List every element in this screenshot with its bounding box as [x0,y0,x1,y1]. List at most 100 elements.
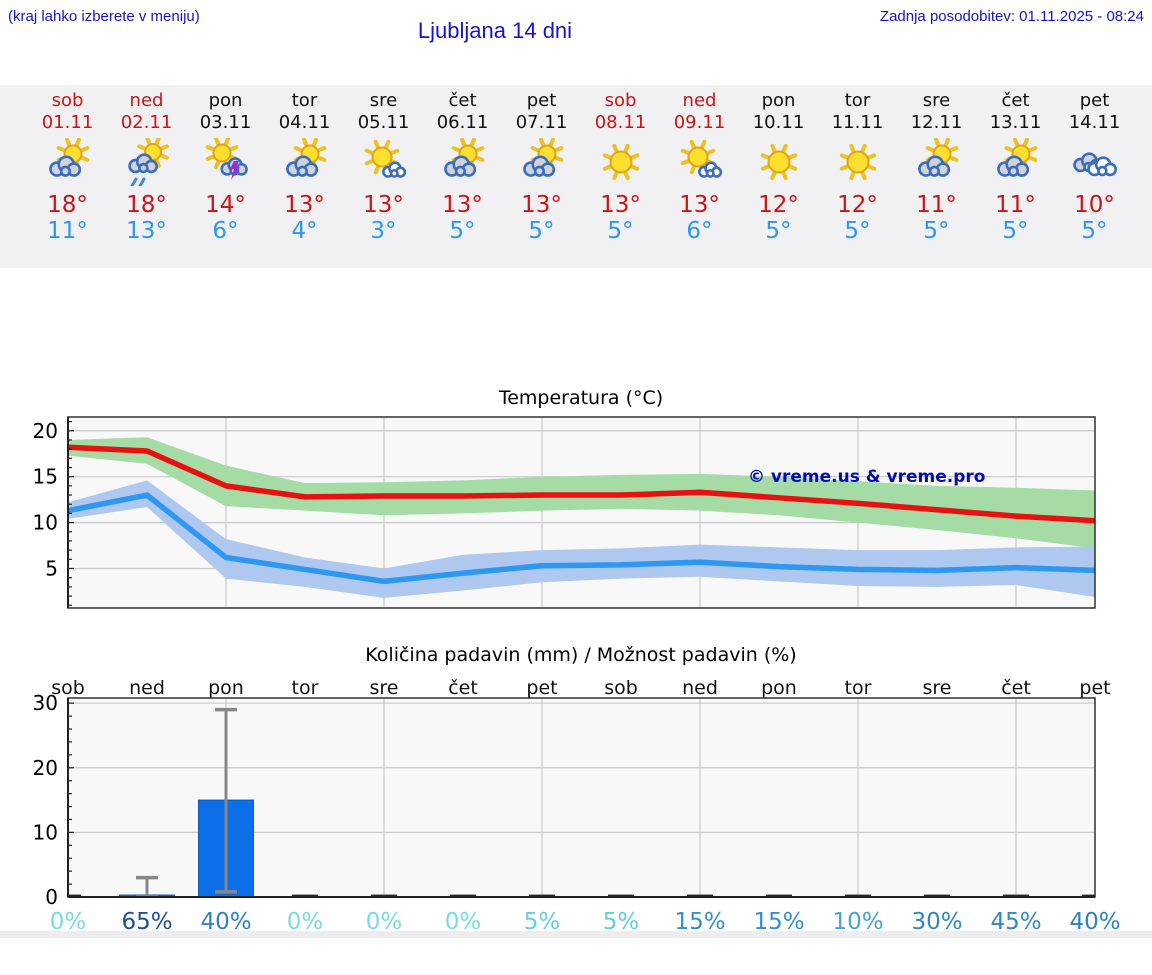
sun-cloud-icon [897,134,976,190]
day-high-temp: 13° [284,192,325,218]
day-low-temp: 11° [47,218,88,244]
sun-cloud-icon [28,134,107,190]
svg-text:pet: pet [1079,677,1110,699]
day-date: 03.11 [199,112,252,133]
day-high-temp: 13° [442,192,483,218]
precip-probability-label: 65% [121,909,172,935]
day-name: tor [291,90,318,111]
day-high-temp: 12° [837,192,878,218]
svg-text:tor: tor [292,677,319,699]
day-low-temp: 5° [449,218,476,244]
precip-probability-label: 0% [445,909,482,935]
svg-text:ned: ned [129,677,165,699]
day-name: čet [1001,90,1030,111]
precip-probability-label: 15% [674,909,725,935]
day-high-temp: 13° [600,192,641,218]
forecast-band: sob 01.11 18° 11° ned 02.11 18° 13° pon … [0,85,1152,268]
svg-text:sre: sre [370,677,399,699]
location-menu-hint: (kraj lahko izberete v meniju) [8,8,200,25]
day-name: pet [526,90,557,111]
precip-probability-label: 5% [524,909,561,935]
precip-probability-label: 30% [911,909,962,935]
day-low-temp: 5° [528,218,555,244]
day-high-temp: 11° [995,192,1036,218]
day-low-temp: 4° [291,218,318,244]
day-name: tor [844,90,871,111]
day-date: 12.11 [910,112,963,133]
day-date: 08.11 [594,112,647,133]
day-name: sre [369,90,398,111]
svg-text:15: 15 [33,465,58,489]
day-low-temp: 5° [1002,218,1029,244]
day-low-temp: 5° [765,218,792,244]
svg-text:30: 30 [33,691,58,715]
svg-text:20: 20 [33,419,58,443]
day-high-temp: 18° [126,192,167,218]
day-column-sob-08.11: sob 08.11 13° 5° [581,85,660,244]
precip-probability-label: 0% [50,909,87,935]
day-date: 06.11 [436,112,489,133]
sun-cloud-icon [502,134,581,190]
day-column-ned-09.11: ned 09.11 13° 6° [660,85,739,244]
day-high-temp: 14° [205,192,246,218]
svg-text:pet: pet [526,677,557,699]
sun-cloud-icon [976,134,1055,190]
day-column-pet-14.11: pet 14.11 10° 5° [1055,85,1134,244]
precipitation-chart: sob ned pon tor sre čet pet sob ned pon tor sre čet p… [33,677,1121,935]
sun-icon [818,134,897,190]
sun-icon [739,134,818,190]
last-updated-label: Zadnja posodobitev: 01.11.2025 - 08:24 [879,8,1144,25]
day-high-temp: 13° [521,192,562,218]
day-column-pet-07.11: pet 07.11 13° 5° [502,85,581,244]
day-name: sob [51,90,84,111]
svg-text:ned: ned [682,677,718,699]
precipitation-chart-title: Količina padavin (mm) / Možnost padavin … [365,644,797,666]
precip-probability-label: 5% [603,909,640,935]
page-title: Ljubljana 14 dni [417,18,573,43]
day-date: 13.11 [989,112,1042,133]
temperature-chart: 5 10 15 20 [33,416,1096,609]
day-date: 04.11 [278,112,331,133]
day-column-pon-03.11: pon 03.11 14° 6° [186,85,265,244]
precip-probability-label: 15% [753,909,804,935]
svg-text:sre: sre [923,677,952,699]
day-name: ned [129,90,164,111]
day-column-tor-11.11: tor 11.11 12° 5° [818,85,897,244]
day-low-temp: 5° [923,218,950,244]
precip-probability-label: 45% [990,909,1041,935]
svg-text:čet: čet [448,677,478,699]
day-date: 02.11 [120,112,173,133]
day-high-temp: 13° [363,192,404,218]
forecast-band-columns: sob 01.11 18° 11° ned 02.11 18° 13° pon … [28,85,1134,244]
precip-probability-label: 40% [1069,909,1120,935]
day-name: pet [1079,90,1110,111]
day-column-sob-01.11: sob 01.11 18° 11° [28,85,107,244]
day-date: 05.11 [357,112,410,133]
precip-probability-label: 10% [832,909,883,935]
precip-probability-label: 0% [366,909,403,935]
day-date: 14.11 [1068,112,1121,133]
day-date: 09.11 [673,112,726,133]
day-name: pon [208,90,243,111]
day-column-sre-05.11: sre 05.11 13° 3° [344,85,423,244]
svg-text:pon: pon [761,677,797,699]
sun-storm-icon [186,134,265,190]
watermark-link[interactable]: © vreme.us & vreme.pro [748,467,986,487]
day-high-temp: 11° [916,192,957,218]
sun-small-cloud-icon [344,134,423,190]
svg-text:tor: tor [845,677,872,699]
day-column-čet-06.11: čet 06.11 13° 5° [423,85,502,244]
temperature-chart-title: Temperatura (°C) [498,387,664,409]
precip-probability-label: 0% [287,909,324,935]
day-column-čet-13.11: čet 13.11 11° 5° [976,85,1055,244]
sun-rain-icon [107,134,186,190]
svg-text:sob: sob [51,677,85,699]
day-column-pon-10.11: pon 10.11 12° 5° [739,85,818,244]
svg-text:5: 5 [45,557,58,581]
sun-cloud-icon [423,134,502,190]
day-low-temp: 6° [686,218,713,244]
svg-text:čet: čet [1001,677,1031,699]
day-low-temp: 5° [607,218,634,244]
day-name: sre [922,90,951,111]
svg-text:sob: sob [604,677,638,699]
